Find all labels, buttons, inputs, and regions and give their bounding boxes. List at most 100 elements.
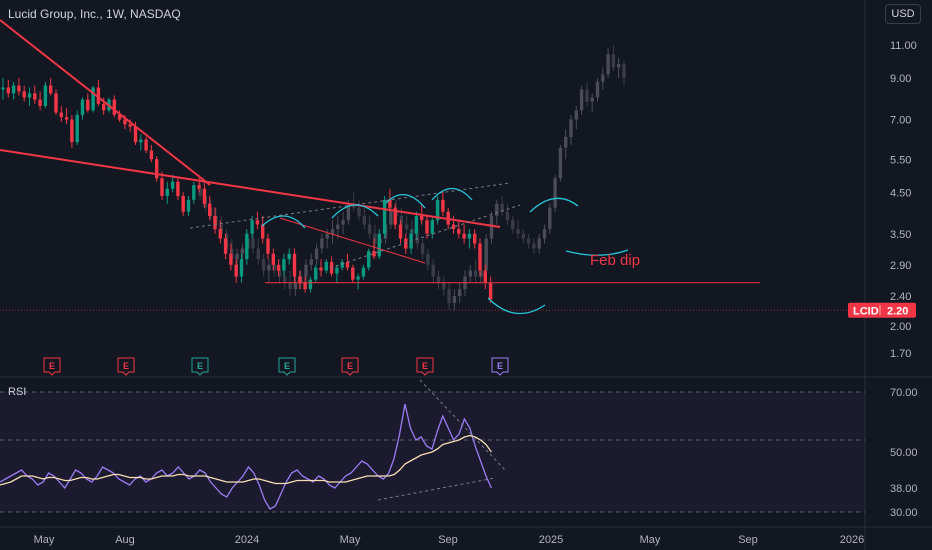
price-tick-label: 2.00 <box>890 321 911 333</box>
ghost-candle-body <box>564 136 568 148</box>
candle-body <box>462 233 466 239</box>
symbol-title[interactable]: Lucid Group, Inc., 1W, NASDAQ <box>8 7 181 21</box>
time-tick-label: May <box>640 534 661 546</box>
candle-body <box>86 99 90 111</box>
rsi-line <box>0 403 492 510</box>
ghost-candle-body <box>505 211 510 221</box>
ghost-candle-body <box>558 147 563 179</box>
last-price-symbol: LCID <box>853 305 879 317</box>
ghost-candle-body <box>548 207 552 230</box>
rsi-tick-label: 70.00 <box>890 387 918 399</box>
ghost-candle-body <box>288 282 292 290</box>
arc-1 <box>261 215 306 229</box>
candle-body <box>250 220 254 234</box>
earnings-marker[interactable]: E <box>416 357 434 376</box>
candle-body <box>27 93 32 98</box>
ghost-candle-body <box>484 238 488 271</box>
ghost-candle-body <box>516 229 520 234</box>
price-axis-ticks: 11.00 9.00 7.00 5.50 4.50 3.50 2.90 2.40 2.00 1.7… <box>890 40 917 360</box>
candle-body <box>319 267 323 271</box>
candle-body <box>451 224 456 230</box>
candle-body <box>33 93 37 100</box>
ghost-candle-body <box>367 224 372 234</box>
time-tick-label: 2025 <box>539 534 563 546</box>
candle-body <box>22 91 26 98</box>
candle-body <box>372 251 376 257</box>
arc-bottom <box>487 297 546 315</box>
candle-body <box>441 199 445 212</box>
ghost-candle-body <box>389 211 393 225</box>
earnings-marker-shape <box>117 357 135 376</box>
candle-body <box>139 139 143 143</box>
candle-body <box>356 276 360 280</box>
candle-body <box>128 124 132 127</box>
ghost-candle-body <box>420 243 425 254</box>
earnings-marker[interactable]: E <box>117 357 135 376</box>
ghost-candle-body <box>436 276 441 283</box>
ghost-candle-body <box>579 89 584 111</box>
ghost-candle-body <box>458 289 462 296</box>
ghost-candle-body <box>611 54 616 68</box>
candle-body <box>324 261 328 271</box>
earnings-marker-shape <box>278 357 296 376</box>
ghost-candle-body <box>426 253 430 265</box>
time-tick-label: 2024 <box>235 534 259 546</box>
candle-body <box>404 238 408 249</box>
earnings-marker[interactable]: E <box>191 357 209 376</box>
candle-body <box>181 196 185 212</box>
ghost-candle-body <box>283 276 287 283</box>
candle-body <box>208 203 212 216</box>
earnings-marker[interactable]: E <box>491 357 509 376</box>
time-axis-ticks: May Aug 2024 May Sep 2025 May Sep 2026 <box>34 534 865 546</box>
candle-body <box>75 114 79 143</box>
time-tick-label: Sep <box>738 534 758 546</box>
ghost-candle-body <box>452 295 457 303</box>
ghost-candle-body <box>537 238 541 249</box>
candle-body <box>117 114 122 120</box>
candle-body <box>234 264 238 277</box>
ghost-candle-body <box>309 259 313 265</box>
candle-body <box>483 270 487 283</box>
candle-body <box>170 181 175 189</box>
candle-body <box>197 185 201 189</box>
earnings-marker[interactable]: E <box>341 357 359 376</box>
ghost-candle-body <box>325 233 329 239</box>
ghost-candle-body <box>532 243 536 249</box>
ghost-candle-body <box>601 74 605 82</box>
candle-body <box>155 159 159 179</box>
candle-body <box>49 85 53 94</box>
earnings-marker[interactable]: E <box>278 357 296 376</box>
candle-body <box>276 264 281 271</box>
candle-body <box>112 99 116 115</box>
candle-body <box>64 117 69 120</box>
upper-trendline <box>0 19 211 186</box>
candle-body <box>229 253 233 265</box>
candle-body <box>165 188 169 197</box>
rsi-indicator-label[interactable]: RSI <box>8 386 27 398</box>
earnings-marker-shape <box>191 357 209 376</box>
ghost-candle-body <box>336 224 340 230</box>
rsi-ma-line <box>0 434 492 486</box>
ghost-candle-body <box>479 270 483 277</box>
currency-button[interactable]: USD <box>885 4 921 24</box>
ghost-candle-body <box>405 224 409 230</box>
earnings-marker-shape <box>491 357 509 376</box>
candle-body <box>382 199 387 234</box>
earnings-marker[interactable]: E <box>43 357 61 376</box>
candle-body <box>80 99 85 115</box>
candle-body <box>282 259 286 271</box>
candle-body <box>202 188 207 204</box>
ghost-candle-body <box>198 188 202 197</box>
ghost-candle-body <box>590 97 594 102</box>
feb-dip-annotation: Feb dip <box>590 252 640 269</box>
candle-body <box>1 87 5 90</box>
time-tick-label: Aug <box>115 534 135 546</box>
candle-body <box>213 215 217 230</box>
candle-body <box>239 259 244 277</box>
ghost-candle-body <box>585 89 589 102</box>
earnings-marker-label: E <box>497 361 503 371</box>
earnings-marker-shape <box>341 357 359 376</box>
arc-4 <box>431 187 473 201</box>
earnings-marker-label: E <box>347 361 353 371</box>
